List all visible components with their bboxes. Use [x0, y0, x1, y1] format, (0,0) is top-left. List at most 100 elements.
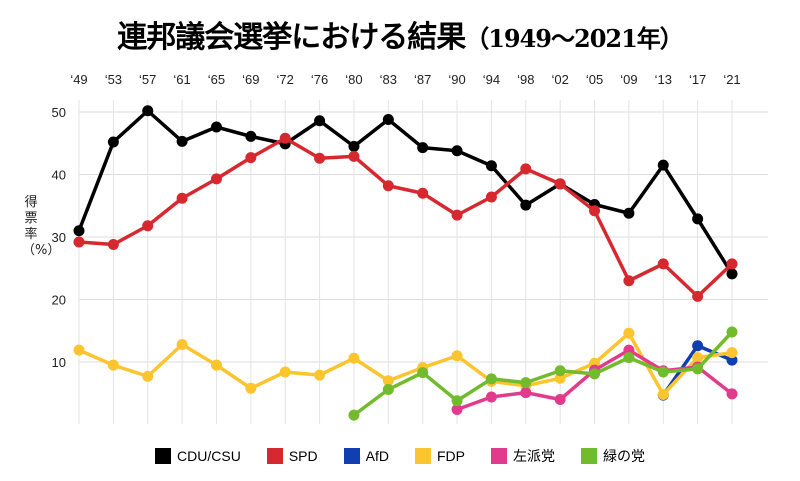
data-point-CDU/CSU [73, 225, 85, 237]
x-tick-label: ‘90 [448, 72, 465, 87]
data-point-FDP [210, 359, 222, 371]
data-point-CDU/CSU [623, 207, 635, 219]
data-point-SPD [348, 150, 360, 162]
x-tick-label: ‘69 [242, 72, 259, 87]
x-tick-label: ‘65 [208, 72, 225, 87]
data-point-SPD [73, 236, 85, 248]
data-point-SPD [623, 275, 635, 287]
legend: CDU/CSU SPD AfD FDP 左派党 緑の党 [0, 446, 800, 466]
chart-title: 連邦議会選挙における結果（1949〜2021年） [0, 12, 800, 56]
data-point-左派党 [520, 387, 532, 399]
data-point-CDU/CSU [176, 135, 188, 147]
data-point-SPD [314, 152, 326, 164]
legend-item: 緑の党 [580, 446, 645, 466]
data-point-緑の党 [726, 326, 738, 338]
series-line-緑の党 [352, 330, 734, 417]
x-tick-label: ‘21 [723, 72, 740, 87]
legend-swatch [155, 448, 172, 464]
x-tick-label: ‘17 [689, 72, 706, 87]
data-point-SPD [417, 187, 429, 199]
data-point-FDP [176, 339, 188, 350]
x-tick-label: ‘72 [277, 72, 294, 87]
legend-swatch [343, 448, 360, 464]
data-point-FDP [245, 382, 257, 394]
y-tick-label: 50 [52, 105, 66, 120]
x-tick-label: ‘13 [655, 72, 672, 87]
data-point-FDP [382, 375, 394, 387]
data-point-左派党 [485, 391, 497, 403]
series-line-FDP [78, 331, 733, 397]
data-point-FDP [107, 359, 119, 371]
data-point-SPD [210, 173, 222, 185]
data-point-SPD [520, 163, 532, 175]
x-tick-label: ‘49 [70, 72, 87, 87]
x-tick-label: ‘53 [105, 72, 122, 87]
data-point-CDU/CSU [692, 213, 704, 225]
data-point-SPD [279, 132, 291, 144]
data-point-緑の党 [348, 409, 360, 421]
data-point-緑の党 [657, 366, 669, 378]
data-point-FDP [73, 344, 85, 356]
data-point-SPD [176, 192, 188, 204]
data-point-AfD [692, 340, 704, 352]
data-point-FDP [142, 370, 154, 382]
x-tick-label: ‘83 [380, 72, 397, 87]
x-tick-label: ‘02 [551, 72, 568, 87]
data-point-FDP [623, 327, 635, 339]
data-point-FDP [348, 352, 360, 364]
legend-item: FDP [414, 446, 465, 466]
x-tick-label: ‘94 [483, 72, 500, 87]
data-point-SPD [107, 239, 119, 250]
x-tick-label: ‘57 [139, 72, 156, 87]
x-tick-label: ‘05 [586, 72, 603, 87]
data-point-左派党 [451, 404, 463, 415]
series-line-CDU/CSU [77, 109, 734, 275]
data-point-左派党 [726, 388, 738, 400]
data-point-FDP [692, 352, 704, 364]
legend-label: 緑の党 [602, 448, 645, 464]
data-point-FDP [314, 369, 326, 381]
data-point-CDU/CSU [520, 199, 532, 211]
title-main: 連邦議会選挙における結果 [117, 20, 466, 55]
data-point-緑の党 [417, 367, 429, 379]
data-point-SPD [692, 290, 704, 302]
data-point-SPD [657, 258, 669, 270]
data-point-緑の党 [692, 363, 704, 375]
data-point-CDU/CSU [382, 114, 394, 125]
legend-swatch [414, 448, 431, 464]
data-point-CDU/CSU [314, 115, 326, 127]
data-point-緑の党 [554, 365, 566, 377]
title-years: （1949〜2021年） [465, 24, 684, 53]
data-point-CDU/CSU [657, 159, 669, 171]
data-point-FDP [726, 347, 738, 359]
legend-label: SPD [288, 448, 318, 464]
legend-item: 左派党 [490, 446, 555, 466]
legend-label: CDU/CSU [177, 448, 241, 464]
data-point-CDU/CSU [348, 140, 360, 152]
data-point-緑の党 [520, 377, 532, 389]
legend-item: CDU/CSU [155, 446, 241, 466]
data-point-緑の党 [485, 373, 497, 385]
x-tick-label: ‘76 [311, 72, 328, 87]
data-point-緑の党 [623, 352, 635, 364]
x-tick-label: ‘61 [173, 72, 190, 87]
data-point-FDP [451, 350, 463, 362]
data-point-FDP [657, 389, 669, 400]
data-point-緑の党 [451, 395, 463, 407]
legend-label: 左派党 [512, 448, 555, 464]
x-tick-label: ‘98 [517, 72, 534, 87]
legend-item: SPD [266, 446, 318, 466]
x-tick-label: ‘80 [345, 72, 362, 87]
data-point-SPD [142, 220, 154, 232]
legend-item: AfD [343, 446, 389, 466]
data-point-CDU/CSU [417, 142, 429, 154]
legend-label: FDP [436, 448, 465, 464]
data-point-SPD [554, 178, 566, 190]
y-tick-label: 30 [52, 230, 66, 245]
data-point-SPD [245, 152, 257, 164]
legend-swatch [490, 448, 507, 464]
data-point-FDP [279, 366, 291, 378]
legend-label: AfD [365, 448, 389, 464]
data-point-緑の党 [589, 368, 601, 380]
